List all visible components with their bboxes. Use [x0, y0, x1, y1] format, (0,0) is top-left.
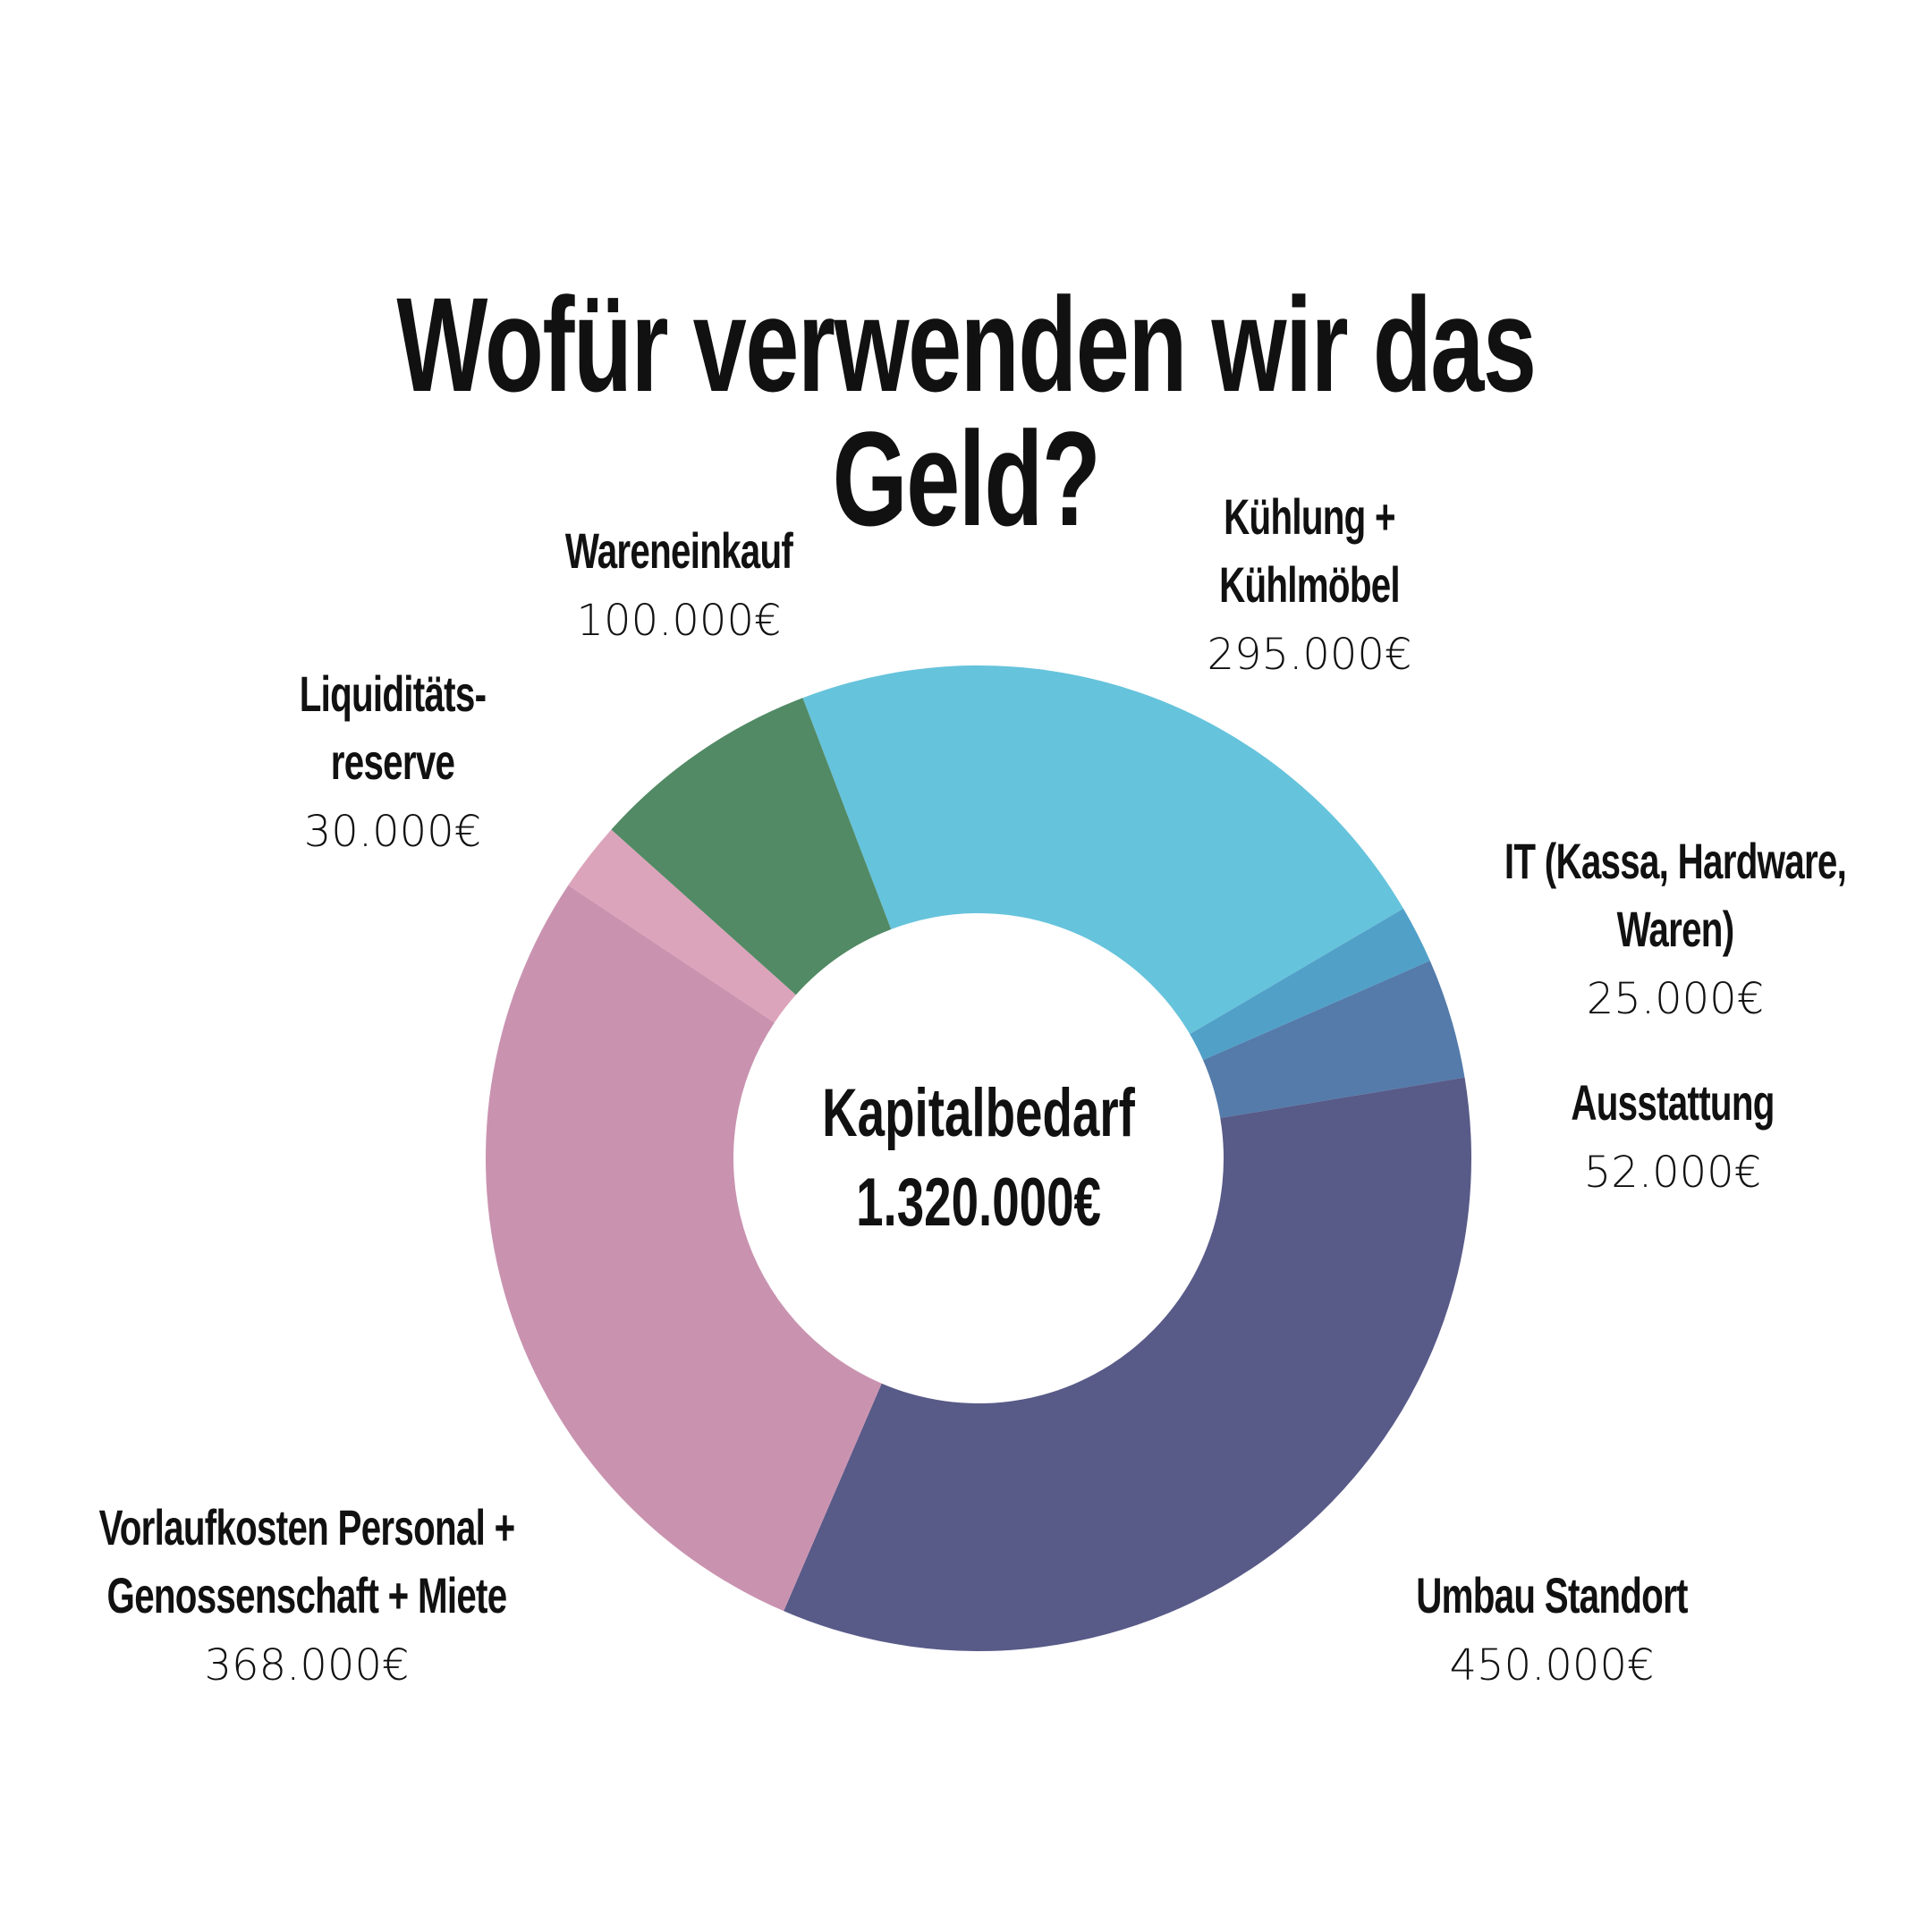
label-name: Waren): [1616, 901, 1735, 957]
label-name: Vorlaufkosten Personal +: [98, 1499, 516, 1555]
label-vorlaufkosten: Vorlaufkosten Personal + Genossenschaft …: [18, 1494, 596, 1701]
label-it: IT (Kassa, Hardware, Waren) 25.000€: [1438, 827, 1913, 1035]
label-name: IT (Kassa, Hardware,: [1504, 833, 1847, 889]
label-name: Genossenschaft + Miete: [106, 1567, 508, 1623]
label-value: 100.000€: [576, 596, 782, 646]
label-name: Kühlung +: [1224, 488, 1395, 545]
label-value: 52.000€: [1583, 1148, 1762, 1198]
label-name: Ausstattung: [1571, 1074, 1775, 1131]
label-value: 368.000€: [204, 1640, 410, 1690]
label-name: Kühlmöbel: [1219, 556, 1401, 613]
label-name: Umbau Standort: [1416, 1567, 1688, 1623]
label-name: Liquiditäts-: [299, 665, 487, 722]
donut-slice-0: [802, 665, 1404, 1035]
donut-slice-4: [485, 885, 882, 1612]
center-total: 1.320.000€: [856, 1165, 1101, 1241]
label-name: Wareneinkauf: [564, 522, 793, 579]
label-value: 450.000€: [1449, 1640, 1655, 1690]
center-title: Kapitalbedarf: [822, 1075, 1135, 1151]
label-name: reserve: [330, 733, 455, 790]
label-value: 30.000€: [303, 807, 482, 857]
label-wareneinkauf: Wareneinkauf 100.000€: [521, 517, 836, 657]
donut-slice-6: [611, 698, 892, 996]
donut-slice-2: [1203, 961, 1465, 1119]
label-liquiditaet: Liquiditäts- reserve 30.000€: [263, 660, 522, 868]
center-label: Kapitalbedarf 1.320.000€: [761, 1069, 1196, 1248]
label-umbau: Umbau Standort 450.000€: [1363, 1562, 1741, 1701]
donut-slice-5: [568, 829, 796, 1023]
label-ausstattung: Ausstattung 52.000€: [1531, 1069, 1814, 1208]
label-value: 25.000€: [1586, 974, 1765, 1024]
chart-title: Wofür verwenden wir das Geld?: [396, 269, 1537, 554]
donut-slice-3: [784, 1077, 1471, 1652]
donut-slice-1: [1190, 908, 1430, 1061]
label-kuehlung: Kühlung + Kühlmöbel 295.000€: [1184, 483, 1435, 691]
label-value: 295.000€: [1207, 630, 1412, 680]
